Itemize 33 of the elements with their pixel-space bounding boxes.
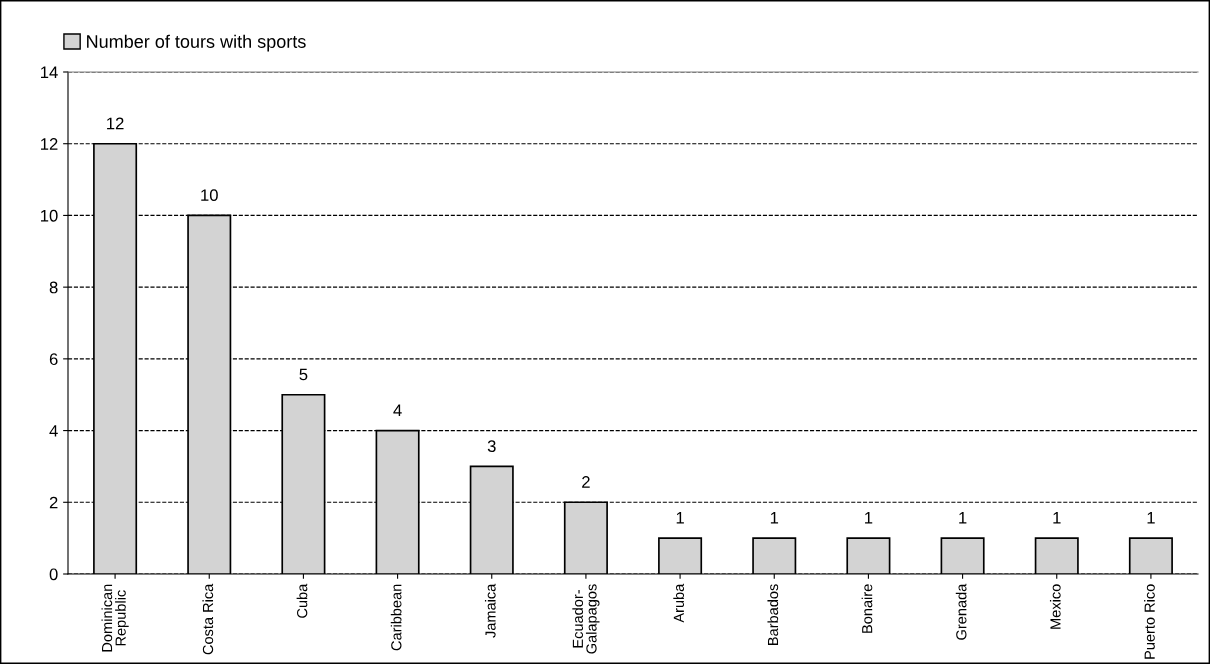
data-label: 2 (582, 476, 590, 488)
y-tick-label: 14 (41, 66, 58, 79)
data-label: 1 (959, 512, 967, 524)
y-tick-label: 2 (49, 496, 58, 509)
data-label: 12 (107, 117, 124, 130)
data-label: 1 (865, 512, 873, 524)
x-tick-label: Bonaire (861, 584, 873, 633)
y-tick-label: 10 (41, 209, 58, 222)
x-tick-label: Barbados (767, 584, 779, 645)
x-tick-label: Dominican Republic (101, 584, 129, 652)
legend-label: Number of tours with sports (87, 34, 306, 52)
x-tick-label: Grenada (955, 583, 967, 640)
data-label: 1 (1147, 512, 1155, 524)
x-tick-label: Jamaica (484, 583, 496, 638)
x-tick-label: Cuba (296, 583, 308, 618)
data-label: 3 (487, 440, 496, 453)
y-tick-label: 8 (49, 281, 58, 294)
data-label: 10 (201, 189, 218, 202)
x-tick-label: Puerto Rico (1144, 584, 1155, 659)
data-label: 1 (676, 512, 684, 524)
x-tick-label: Costa Rica (202, 583, 214, 655)
x-tick-label: Mexico (1049, 584, 1061, 629)
x-tick-label: Ecuador- Galapagos (572, 584, 600, 654)
data-label: 1 (1053, 512, 1061, 524)
data-label: 1 (770, 512, 779, 524)
data-label: 4 (393, 404, 402, 416)
y-tick-label: 0 (49, 568, 58, 581)
y-tick-label: 12 (41, 138, 58, 150)
x-tick-label: Caribbean (390, 584, 402, 651)
x-tick-label: Aruba (673, 583, 684, 623)
data-label: 5 (299, 368, 308, 381)
y-tick-label: 4 (49, 425, 58, 437)
y-tick-label: 6 (49, 353, 58, 366)
